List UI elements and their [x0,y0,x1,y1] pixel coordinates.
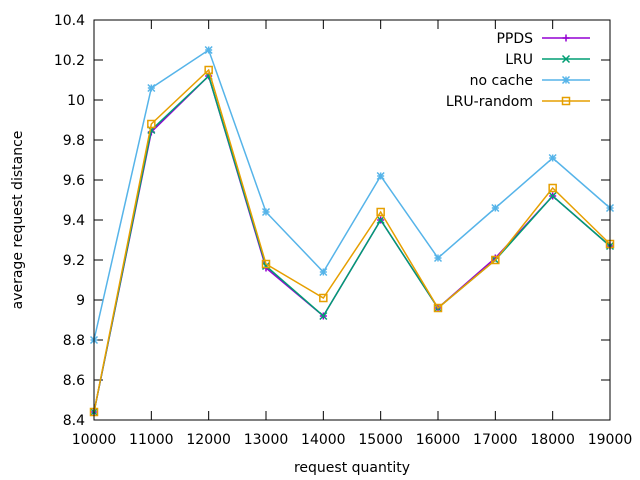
x-tick-label: 10000 [72,432,117,448]
ticks-layer: 8.4 8.6 8.8 9 9.2 9.4 9.6 9.8 10 10.2 10.4 10000 110… [54,13,632,448]
legend-label: LRU [505,52,533,68]
plot-frame [93,19,611,421]
x-tick-label: 12000 [186,432,231,448]
x-tick-label: 19000 [588,432,633,448]
series-line [93,74,611,413]
y-tick-label: 9.8 [63,133,85,149]
y-tick-label: 9.4 [63,213,85,229]
y-tick-label: 9.2 [63,253,85,269]
data-point [433,303,443,313]
legend-label: LRU-random [446,94,533,110]
data-point [147,83,156,93]
data-point [548,183,557,193]
y-tick-label: 9 [76,293,85,309]
x-tick-label: 16000 [416,432,461,448]
data-point [147,119,156,129]
series-lru-random [89,65,615,417]
y-tick-label: 8.6 [63,373,85,389]
x-tick-label: 15000 [358,432,403,448]
x-tick-label: 18000 [530,432,575,448]
data-point [376,215,385,225]
x-tick-label: 13000 [244,432,289,448]
series-layer [89,45,615,417]
x-axis-title: request quantity [294,460,410,476]
y-tick-label: 8.4 [63,413,85,429]
data-point [204,45,213,55]
series-lru [89,71,615,417]
legend-marker [561,96,571,106]
legend: PPDS LRU no cache LRU-random [446,31,590,110]
y-tick-label: 9.6 [63,173,85,189]
legend-label: PPDS [496,31,533,47]
data-point [548,191,557,201]
data-point [204,65,213,75]
data-point [261,259,271,269]
data-point [261,261,271,271]
x-tick-label: 14000 [301,432,346,448]
data-point [261,207,271,217]
series-line [93,74,611,413]
x-tick-label: 17000 [473,432,518,448]
y-tick-label: 8.8 [63,333,85,349]
data-point [548,153,557,163]
y-tick-label: 10.4 [54,13,85,29]
series-ppds [90,72,614,416]
series-line [93,48,611,341]
series-no-cache [89,45,615,345]
data-point [319,311,328,321]
y-tick-label: 10.2 [54,53,85,69]
data-point [491,255,500,265]
legend-label: no cache [470,73,533,89]
legend-marker [562,34,570,42]
data-point [319,293,328,303]
y-tick-label: 10 [67,93,85,109]
y-axis-title: average request distance [10,131,26,310]
data-point [376,171,385,181]
data-point [491,203,500,213]
legend-marker [561,54,571,64]
series-line [93,68,611,413]
x-tick-label: 11000 [129,432,174,448]
data-point [433,253,443,263]
data-point [319,267,328,277]
legend-marker [561,75,571,85]
data-point [376,207,385,217]
